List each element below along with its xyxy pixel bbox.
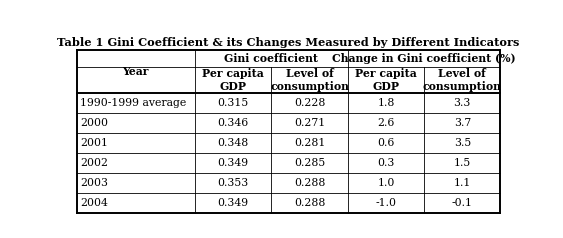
Text: 3.3: 3.3 <box>454 98 471 108</box>
Text: 2004: 2004 <box>81 198 108 208</box>
Text: 2000: 2000 <box>81 118 109 128</box>
Text: 2003: 2003 <box>81 178 109 188</box>
Text: Year: Year <box>123 66 149 77</box>
Text: Per capita
GDP: Per capita GDP <box>202 68 264 92</box>
Text: 3.5: 3.5 <box>454 138 471 148</box>
Text: 2002: 2002 <box>81 158 109 168</box>
Text: 1.1: 1.1 <box>454 178 471 188</box>
Text: Change in Gini coefficient (%): Change in Gini coefficient (%) <box>332 53 516 64</box>
Text: Per capita
GDP: Per capita GDP <box>355 68 417 92</box>
Text: 1.8: 1.8 <box>377 98 395 108</box>
Text: 0.349: 0.349 <box>217 198 249 208</box>
Text: Level of
consumption: Level of consumption <box>270 68 349 92</box>
Text: Gini coefficient: Gini coefficient <box>224 53 318 64</box>
Text: 1.5: 1.5 <box>454 158 471 168</box>
Text: 0.228: 0.228 <box>294 98 325 108</box>
Text: -1.0: -1.0 <box>376 198 396 208</box>
Text: 1.0: 1.0 <box>377 178 395 188</box>
Text: Level of
consumption: Level of consumption <box>423 68 502 92</box>
Text: 2001: 2001 <box>81 138 109 148</box>
Text: -0.1: -0.1 <box>452 198 473 208</box>
Text: 0.315: 0.315 <box>217 98 249 108</box>
Text: 0.3: 0.3 <box>377 158 395 168</box>
Text: 3.7: 3.7 <box>454 118 471 128</box>
Text: 2.6: 2.6 <box>377 118 395 128</box>
Text: 0.353: 0.353 <box>217 178 249 188</box>
Text: Table 1 Gini Coefficient & its Changes Measured by Different Indicators: Table 1 Gini Coefficient & its Changes M… <box>57 37 520 48</box>
Text: 0.6: 0.6 <box>377 138 395 148</box>
Text: 0.285: 0.285 <box>294 158 325 168</box>
Text: 0.281: 0.281 <box>294 138 325 148</box>
Text: 0.346: 0.346 <box>217 118 249 128</box>
Text: 0.271: 0.271 <box>294 118 325 128</box>
Text: 0.288: 0.288 <box>294 178 325 188</box>
Text: 0.288: 0.288 <box>294 198 325 208</box>
Text: 0.348: 0.348 <box>217 138 249 148</box>
Text: 1990-1999 average: 1990-1999 average <box>81 98 187 108</box>
Text: 0.349: 0.349 <box>217 158 249 168</box>
